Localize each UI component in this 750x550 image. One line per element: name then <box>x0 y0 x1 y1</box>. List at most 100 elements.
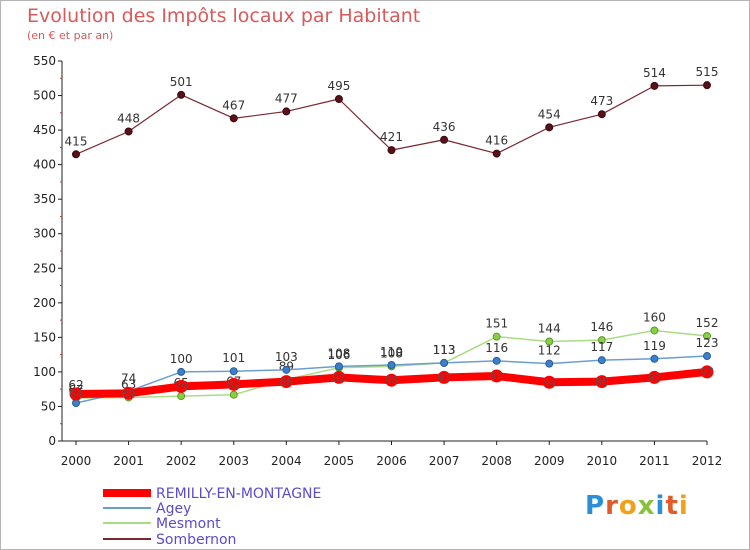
data-point-remilly-en-montagne <box>332 370 346 384</box>
data-point-sombernon <box>334 95 343 103</box>
data-label-mesmont: 151 <box>485 317 508 331</box>
data-label-mesmont: 63 <box>121 377 136 391</box>
chart-subtitle: (en € et par an) <box>27 29 114 42</box>
data-label-agey: 101 <box>222 351 245 365</box>
data-label-mesmont: 144 <box>538 322 561 336</box>
y-tick-label: 400 <box>33 158 56 172</box>
data-label-agey: 108 <box>327 346 350 360</box>
data-point-remilly-en-montagne <box>595 375 609 389</box>
data-label-agey: 100 <box>170 352 193 366</box>
x-tick-label: 2006 <box>376 454 407 468</box>
data-point-mesmont <box>650 326 659 335</box>
data-point-mesmont <box>703 331 711 340</box>
data-point-sombernon <box>597 110 606 119</box>
data-label-remilly-en-montagne: 91 <box>437 371 451 384</box>
data-label-mesmont: 62 <box>68 378 83 392</box>
data-point-remilly-en-montagne <box>227 377 241 391</box>
series-remilly-en-montagne: 64 69 79 82 86 92 88 91 94 84 86 92 97 <box>69 365 714 401</box>
data-label-sombernon: 473 <box>590 94 613 108</box>
data-label-remilly-en-montagne: 92 <box>332 371 346 384</box>
data-label-remilly-en-montagne: 94 <box>490 370 504 383</box>
data-label-remilly-en-montagne: 69 <box>122 387 136 400</box>
x-tick-label: 2012 <box>692 454 723 468</box>
axes: 0 50 100 150 200 250 300 350 400 450 500 550 2000 200… <box>33 54 722 468</box>
data-label-remilly-en-montagne: 88 <box>385 374 399 387</box>
legend-item-agey: Agey <box>103 501 191 517</box>
data-point-sombernon <box>703 81 711 90</box>
y-tick-label: 500 <box>33 89 56 103</box>
data-label-remilly-en-montagne: 86 <box>595 376 609 389</box>
legend-item-mesmont: Mesmont <box>103 516 221 532</box>
legend-label-remilly-en-montagne: REMILLY-EN-MONTAGNE <box>156 486 321 502</box>
data-point-remilly-en-montagne <box>647 370 661 384</box>
data-label-sombernon: 421 <box>380 130 403 144</box>
proxiti-logo: Proxiti <box>585 491 689 521</box>
data-label-mesmont: 113 <box>433 343 456 357</box>
data-label-sombernon: 501 <box>170 75 193 89</box>
data-point-agey <box>492 356 501 365</box>
x-tick-label: 2008 <box>481 454 512 468</box>
data-label-sombernon: 515 <box>696 65 719 79</box>
data-label-agey: 116 <box>485 341 508 355</box>
data-label-sombernon: 467 <box>222 98 245 112</box>
data-label-mesmont: 106 <box>327 348 350 362</box>
data-point-mesmont <box>597 336 606 345</box>
x-tick-label: 2007 <box>429 454 460 468</box>
data-label-agey: 113 <box>433 343 456 357</box>
legend-label-agey: Agey <box>156 501 191 517</box>
data-point-agey <box>703 352 711 361</box>
data-point-agey <box>387 361 396 369</box>
data-point-agey <box>334 362 343 371</box>
data-point-sombernon <box>124 127 133 136</box>
data-label-mesmont: 146 <box>590 320 613 334</box>
data-label-sombernon: 514 <box>643 66 666 80</box>
data-label-mesmont: 108 <box>380 346 403 360</box>
data-label-remilly-en-montagne: 79 <box>174 380 188 393</box>
data-label-remilly-en-montagne: 92 <box>647 371 661 384</box>
data-point-sombernon <box>492 149 501 158</box>
x-tick-label: 2009 <box>534 454 565 468</box>
data-label-remilly-en-montagne: 97 <box>700 366 714 379</box>
data-point-sombernon <box>72 150 80 159</box>
data-point-sombernon <box>440 135 449 144</box>
data-point-agey <box>650 354 659 363</box>
data-point-remilly-en-montagne <box>490 369 504 383</box>
data-point-remilly-en-montagne <box>385 373 398 387</box>
y-tick-label: 150 <box>33 330 56 344</box>
data-point-sombernon <box>650 81 659 90</box>
data-point-sombernon <box>387 146 396 155</box>
y-tick-label: 100 <box>33 365 56 379</box>
data-point-remilly-en-montagne <box>437 370 451 384</box>
data-point-mesmont <box>545 337 554 346</box>
data-label-sombernon: 495 <box>327 79 350 93</box>
x-tick-label: 2001 <box>113 454 144 468</box>
legend-item-sombernon: Sombernon <box>103 532 236 548</box>
y-tick-label: 550 <box>33 54 56 68</box>
data-label-mesmont: 152 <box>696 316 719 330</box>
data-point-remilly-en-montagne <box>174 379 188 393</box>
data-label-sombernon: 477 <box>275 91 298 105</box>
data-label-sombernon: 448 <box>117 111 140 125</box>
series-sombernon: 415 448 501 467 477 495 421 436 416 454 473 514 515 <box>65 65 719 159</box>
data-point-agey <box>440 358 449 367</box>
data-label-remilly-en-montagne: 64 <box>69 388 83 401</box>
legend-label-mesmont: Mesmont <box>156 516 221 532</box>
x-tick-label: 2002 <box>166 454 197 468</box>
data-label-sombernon: 436 <box>433 120 456 134</box>
chart-title: Evolution des Impôts locaux par Habitant <box>27 5 421 27</box>
data-label-agey: 119 <box>643 339 666 353</box>
data-point-sombernon <box>177 90 186 99</box>
data-label-agey: 117 <box>590 340 613 354</box>
y-tick-label: 300 <box>33 227 56 241</box>
data-point-agey <box>229 367 238 376</box>
data-label-sombernon: 415 <box>65 134 88 148</box>
data-label-agey: 123 <box>696 336 719 350</box>
data-label-remilly-en-montagne: 86 <box>279 376 293 389</box>
y-tick-label: 50 <box>41 399 56 413</box>
x-tick-label: 2004 <box>271 454 302 468</box>
data-label-mesmont: 160 <box>643 310 666 324</box>
data-point-remilly-en-montagne <box>69 387 83 401</box>
